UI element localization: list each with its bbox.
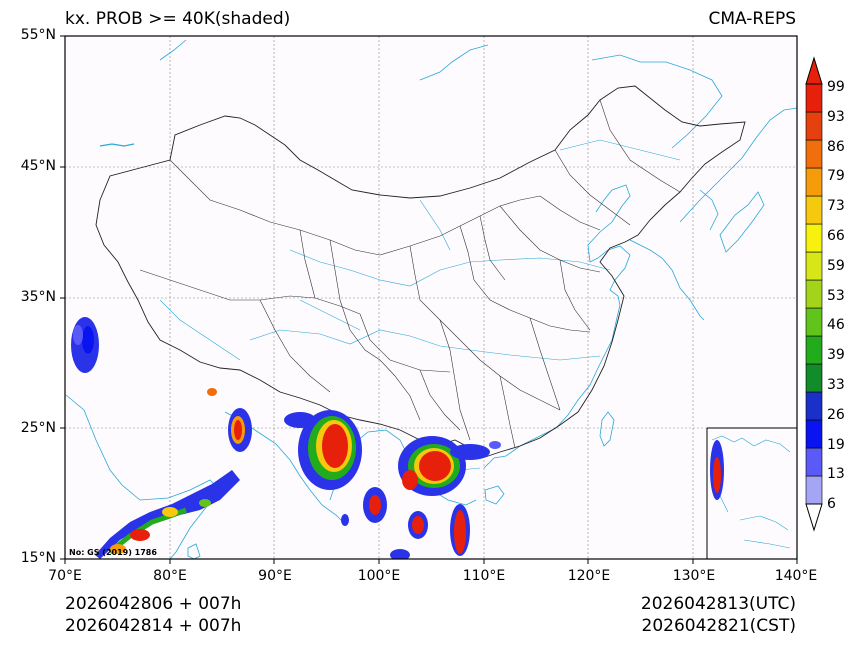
lon-label-120e: 120°E <box>567 568 611 584</box>
colorbar-segment <box>805 139 823 169</box>
colorbar-label: 73 <box>827 198 845 214</box>
colorbar-segment <box>805 279 823 309</box>
province-boundaries <box>139 99 681 449</box>
colorbar-segment <box>805 307 823 337</box>
colorbar-label: 59 <box>827 258 845 274</box>
colorbar-label: 66 <box>827 228 845 244</box>
colorbar-label: 19 <box>827 437 845 453</box>
colorbar-label: 13 <box>827 466 845 482</box>
colorbar-segment <box>805 223 823 253</box>
colorbar-label: 46 <box>827 317 845 333</box>
axis-ticks <box>60 35 798 564</box>
colorbar-segment <box>805 195 823 225</box>
colorbar-label: 93 <box>827 109 845 125</box>
valid-time-utc: 2026042813(UTC) <box>640 594 796 614</box>
colorbar-label: 86 <box>827 139 845 155</box>
colorbar-segment <box>805 251 823 281</box>
country-boundary <box>95 85 746 459</box>
lon-label-100e: 100°E <box>357 568 401 584</box>
colorbar-min-extend <box>805 503 823 532</box>
taiwan-island <box>599 411 615 447</box>
colorbar-label: 6 <box>827 496 836 512</box>
colorbar-segment <box>805 419 823 449</box>
colorbar-segment <box>805 391 823 421</box>
colorbar-label: 53 <box>827 288 845 304</box>
colorbar-segment <box>805 335 823 365</box>
colorbar-label: 79 <box>827 168 845 184</box>
colorbar-max-extend <box>805 56 823 85</box>
lon-label-110e: 110°E <box>462 568 506 584</box>
colorbar-segment <box>805 83 823 113</box>
lat-label-55n: 55°N <box>20 27 56 43</box>
model-name: CMA-REPS <box>708 9 796 29</box>
nine-dash-box-border <box>706 427 797 559</box>
init-time-utc: 2026042806 + 007h <box>65 594 242 614</box>
hainan-island <box>484 485 505 505</box>
colorbar-segment <box>805 111 823 141</box>
colorbar-label: 26 <box>827 407 845 423</box>
colorbar-segment <box>805 167 823 197</box>
lon-label-140e: 140°E <box>774 568 818 584</box>
lon-label-80e: 80°E <box>153 568 187 584</box>
lat-label-15n: 15°N <box>20 550 56 566</box>
colorbar-label: 33 <box>827 377 845 393</box>
japan-coast <box>719 191 765 253</box>
chart-title: kx. PROB >= 40K(shaded) <box>65 9 291 29</box>
colorbar-segment <box>805 447 823 477</box>
lat-label-25n: 25°N <box>20 420 56 436</box>
colorbar-segment <box>805 363 823 393</box>
lat-label-35n: 35°N <box>20 289 56 305</box>
graticule <box>65 36 797 559</box>
colorbar-label: 39 <box>827 347 845 363</box>
lon-label-130e: 130°E <box>672 568 716 584</box>
lat-label-45n: 45°N <box>20 158 56 174</box>
lon-label-70e: 70°E <box>48 568 82 584</box>
colorbar-label: 99 <box>827 79 845 95</box>
valid-time-cst: 2026042821(CST) <box>641 616 796 636</box>
map-approval-number: No: GS (2019) 1786 <box>69 548 157 557</box>
init-time-cst: 2026042814 + 007h <box>65 616 242 636</box>
sri-lanka <box>187 543 201 559</box>
lon-label-90e: 90°E <box>258 568 292 584</box>
colorbar-segment <box>805 475 823 505</box>
probability-shading <box>71 317 724 559</box>
colorbar <box>805 56 823 532</box>
